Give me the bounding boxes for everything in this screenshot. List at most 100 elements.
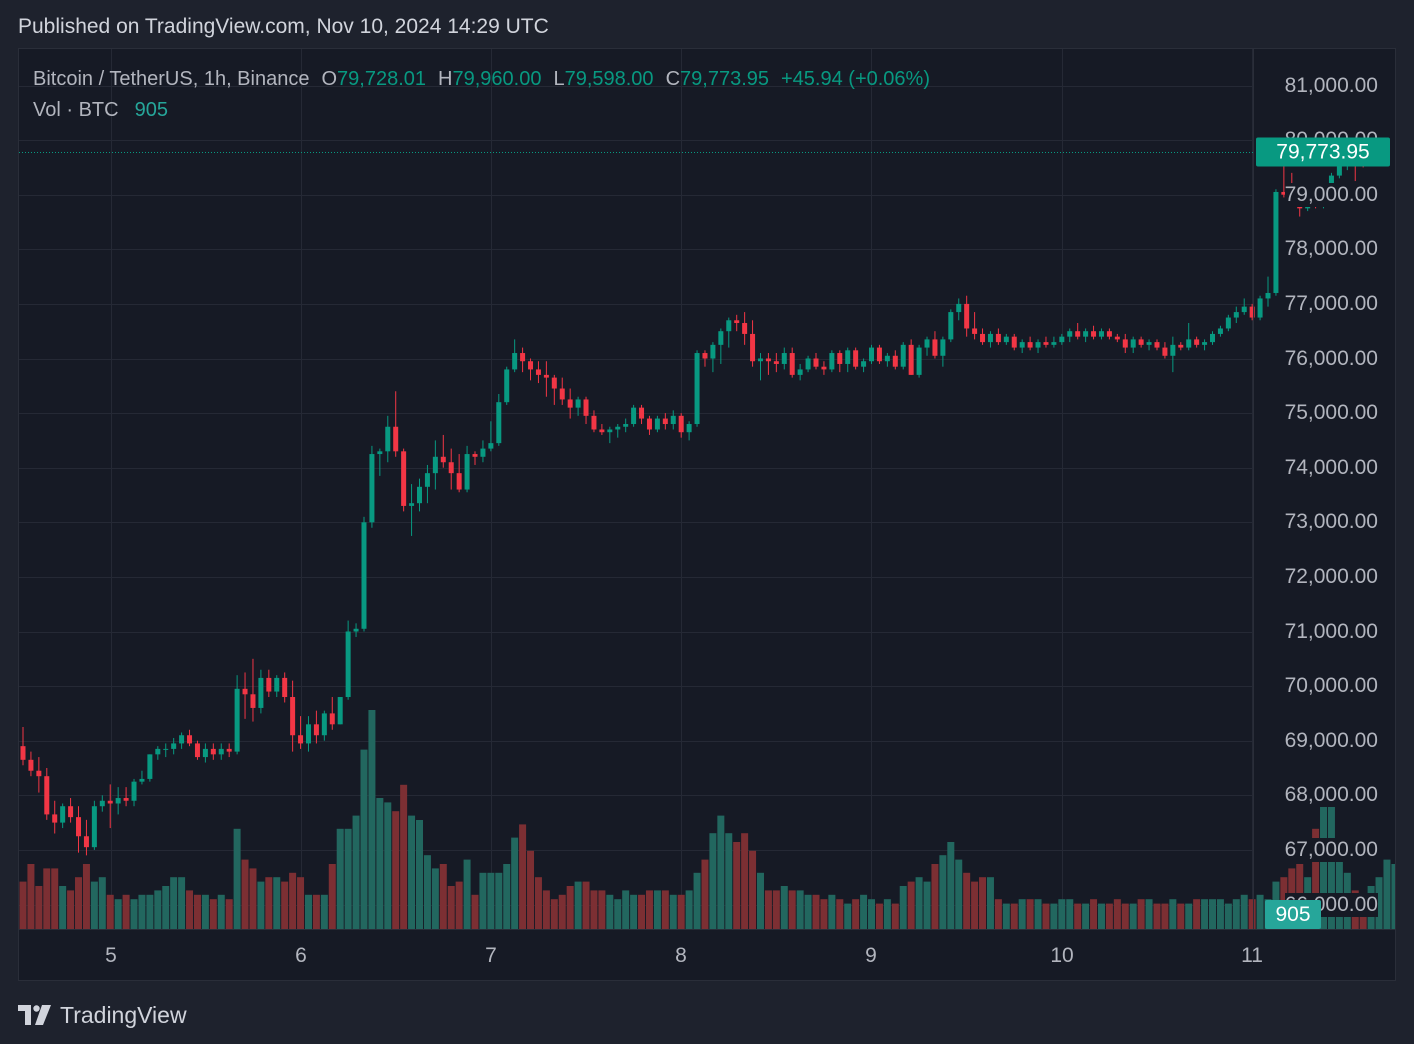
candle-body xyxy=(1114,336,1120,340)
candle xyxy=(972,312,978,340)
candle xyxy=(1154,339,1160,351)
chart-panel[interactable]: Bitcoin / TetherUS, 1h, Binance O79,728.0… xyxy=(18,48,1396,981)
candle-body xyxy=(385,426,391,452)
volume-bar xyxy=(1018,899,1026,930)
candle xyxy=(496,393,502,446)
candle xyxy=(409,484,415,536)
price-tick-label: 77,000.00 xyxy=(1284,291,1378,316)
candle-body xyxy=(76,817,82,837)
candle xyxy=(250,658,256,722)
volume-bar xyxy=(955,859,963,930)
volume-bar xyxy=(511,837,519,930)
price-tick-label: 78,000.00 xyxy=(1284,237,1378,262)
candle-body xyxy=(987,333,993,343)
candle-body xyxy=(1273,191,1279,293)
volume-bar xyxy=(487,872,495,930)
volume-bar xyxy=(447,886,455,930)
candle xyxy=(710,342,716,373)
volume-bar xyxy=(725,833,733,930)
volume-bar xyxy=(772,890,780,930)
candle xyxy=(131,778,137,807)
volume-bar xyxy=(844,903,852,930)
candle xyxy=(765,353,771,375)
price-tick-label: 67,000.00 xyxy=(1284,837,1378,862)
candle xyxy=(353,623,359,637)
volume-bar xyxy=(685,890,693,930)
candle xyxy=(520,347,526,373)
legend-volume-label[interactable]: Vol · BTC xyxy=(33,99,119,121)
candle xyxy=(171,737,177,755)
candle xyxy=(1003,333,1009,345)
volume-bar xyxy=(170,877,178,930)
candle-body xyxy=(1091,331,1097,337)
volume-bar xyxy=(225,899,233,930)
candle-body xyxy=(1098,331,1104,337)
legend-high-value: 79,960.00 xyxy=(452,68,542,90)
volume-bar xyxy=(106,894,114,930)
volume-bar xyxy=(19,881,27,930)
candle-body xyxy=(1225,317,1231,329)
candle xyxy=(377,448,383,476)
volume-bar xyxy=(352,815,360,930)
volume-bar xyxy=(392,811,400,930)
candle-body xyxy=(1059,336,1065,343)
candle-body xyxy=(1194,339,1200,345)
legend-symbol[interactable]: Bitcoin / TetherUS, 1h, Binance xyxy=(33,68,310,90)
tradingview-wordmark[interactable]: TradingView xyxy=(60,1001,187,1028)
candle xyxy=(892,350,898,370)
volume-bar xyxy=(154,890,162,930)
candle-body xyxy=(837,353,843,364)
volume-bar xyxy=(35,886,43,930)
candle-body xyxy=(924,339,930,348)
tradingview-logo-icon[interactable] xyxy=(18,1005,52,1025)
candle-body xyxy=(1202,342,1208,345)
candle xyxy=(28,751,34,777)
volume-bar xyxy=(479,872,487,930)
volume-bar xyxy=(1082,903,1090,930)
candle xyxy=(123,787,129,807)
candle xyxy=(456,454,462,493)
candle xyxy=(829,350,835,373)
candle xyxy=(1130,336,1136,354)
candle xyxy=(535,361,541,384)
volume-bar xyxy=(630,894,638,930)
volume-bar xyxy=(1232,899,1240,930)
ohlc-legend: Bitcoin / TetherUS, 1h, Binance O79,728.0… xyxy=(33,66,930,128)
candle xyxy=(504,366,510,405)
candle-body xyxy=(829,353,835,370)
volume-bar xyxy=(431,868,439,930)
candle xyxy=(543,361,549,397)
legend-open-value: 79,728.01 xyxy=(337,68,427,90)
volume-bar xyxy=(860,894,868,930)
volume-bar xyxy=(249,868,257,930)
time-tick-label: 9 xyxy=(865,944,877,967)
candle-body xyxy=(250,694,256,708)
volume-bar xyxy=(400,784,408,930)
volume-bar xyxy=(622,890,630,930)
candle-body xyxy=(1186,339,1192,348)
volume-bar xyxy=(122,894,130,930)
candle-body xyxy=(670,415,676,425)
price-chart[interactable] xyxy=(19,49,1396,981)
candle-body xyxy=(194,743,200,758)
volume-bar xyxy=(653,890,661,930)
candle xyxy=(575,396,581,416)
price-tick-label: 70,000.00 xyxy=(1284,674,1378,699)
volume-bar xyxy=(344,828,352,930)
volume-bar xyxy=(566,886,574,930)
candle xyxy=(1202,339,1208,351)
candle xyxy=(1170,336,1176,373)
volume-bar xyxy=(875,903,883,930)
candle-body xyxy=(535,369,541,375)
volume-bar xyxy=(312,894,320,930)
volume-bar xyxy=(98,877,106,930)
candle xyxy=(52,800,58,834)
volume-bar xyxy=(986,877,994,930)
candle xyxy=(1122,333,1128,354)
volume-bar xyxy=(233,828,241,930)
candle-body xyxy=(567,399,573,408)
volume-bar xyxy=(297,877,305,930)
candle xyxy=(694,350,700,427)
volume-bar xyxy=(1248,899,1256,930)
candle-body xyxy=(559,388,565,400)
